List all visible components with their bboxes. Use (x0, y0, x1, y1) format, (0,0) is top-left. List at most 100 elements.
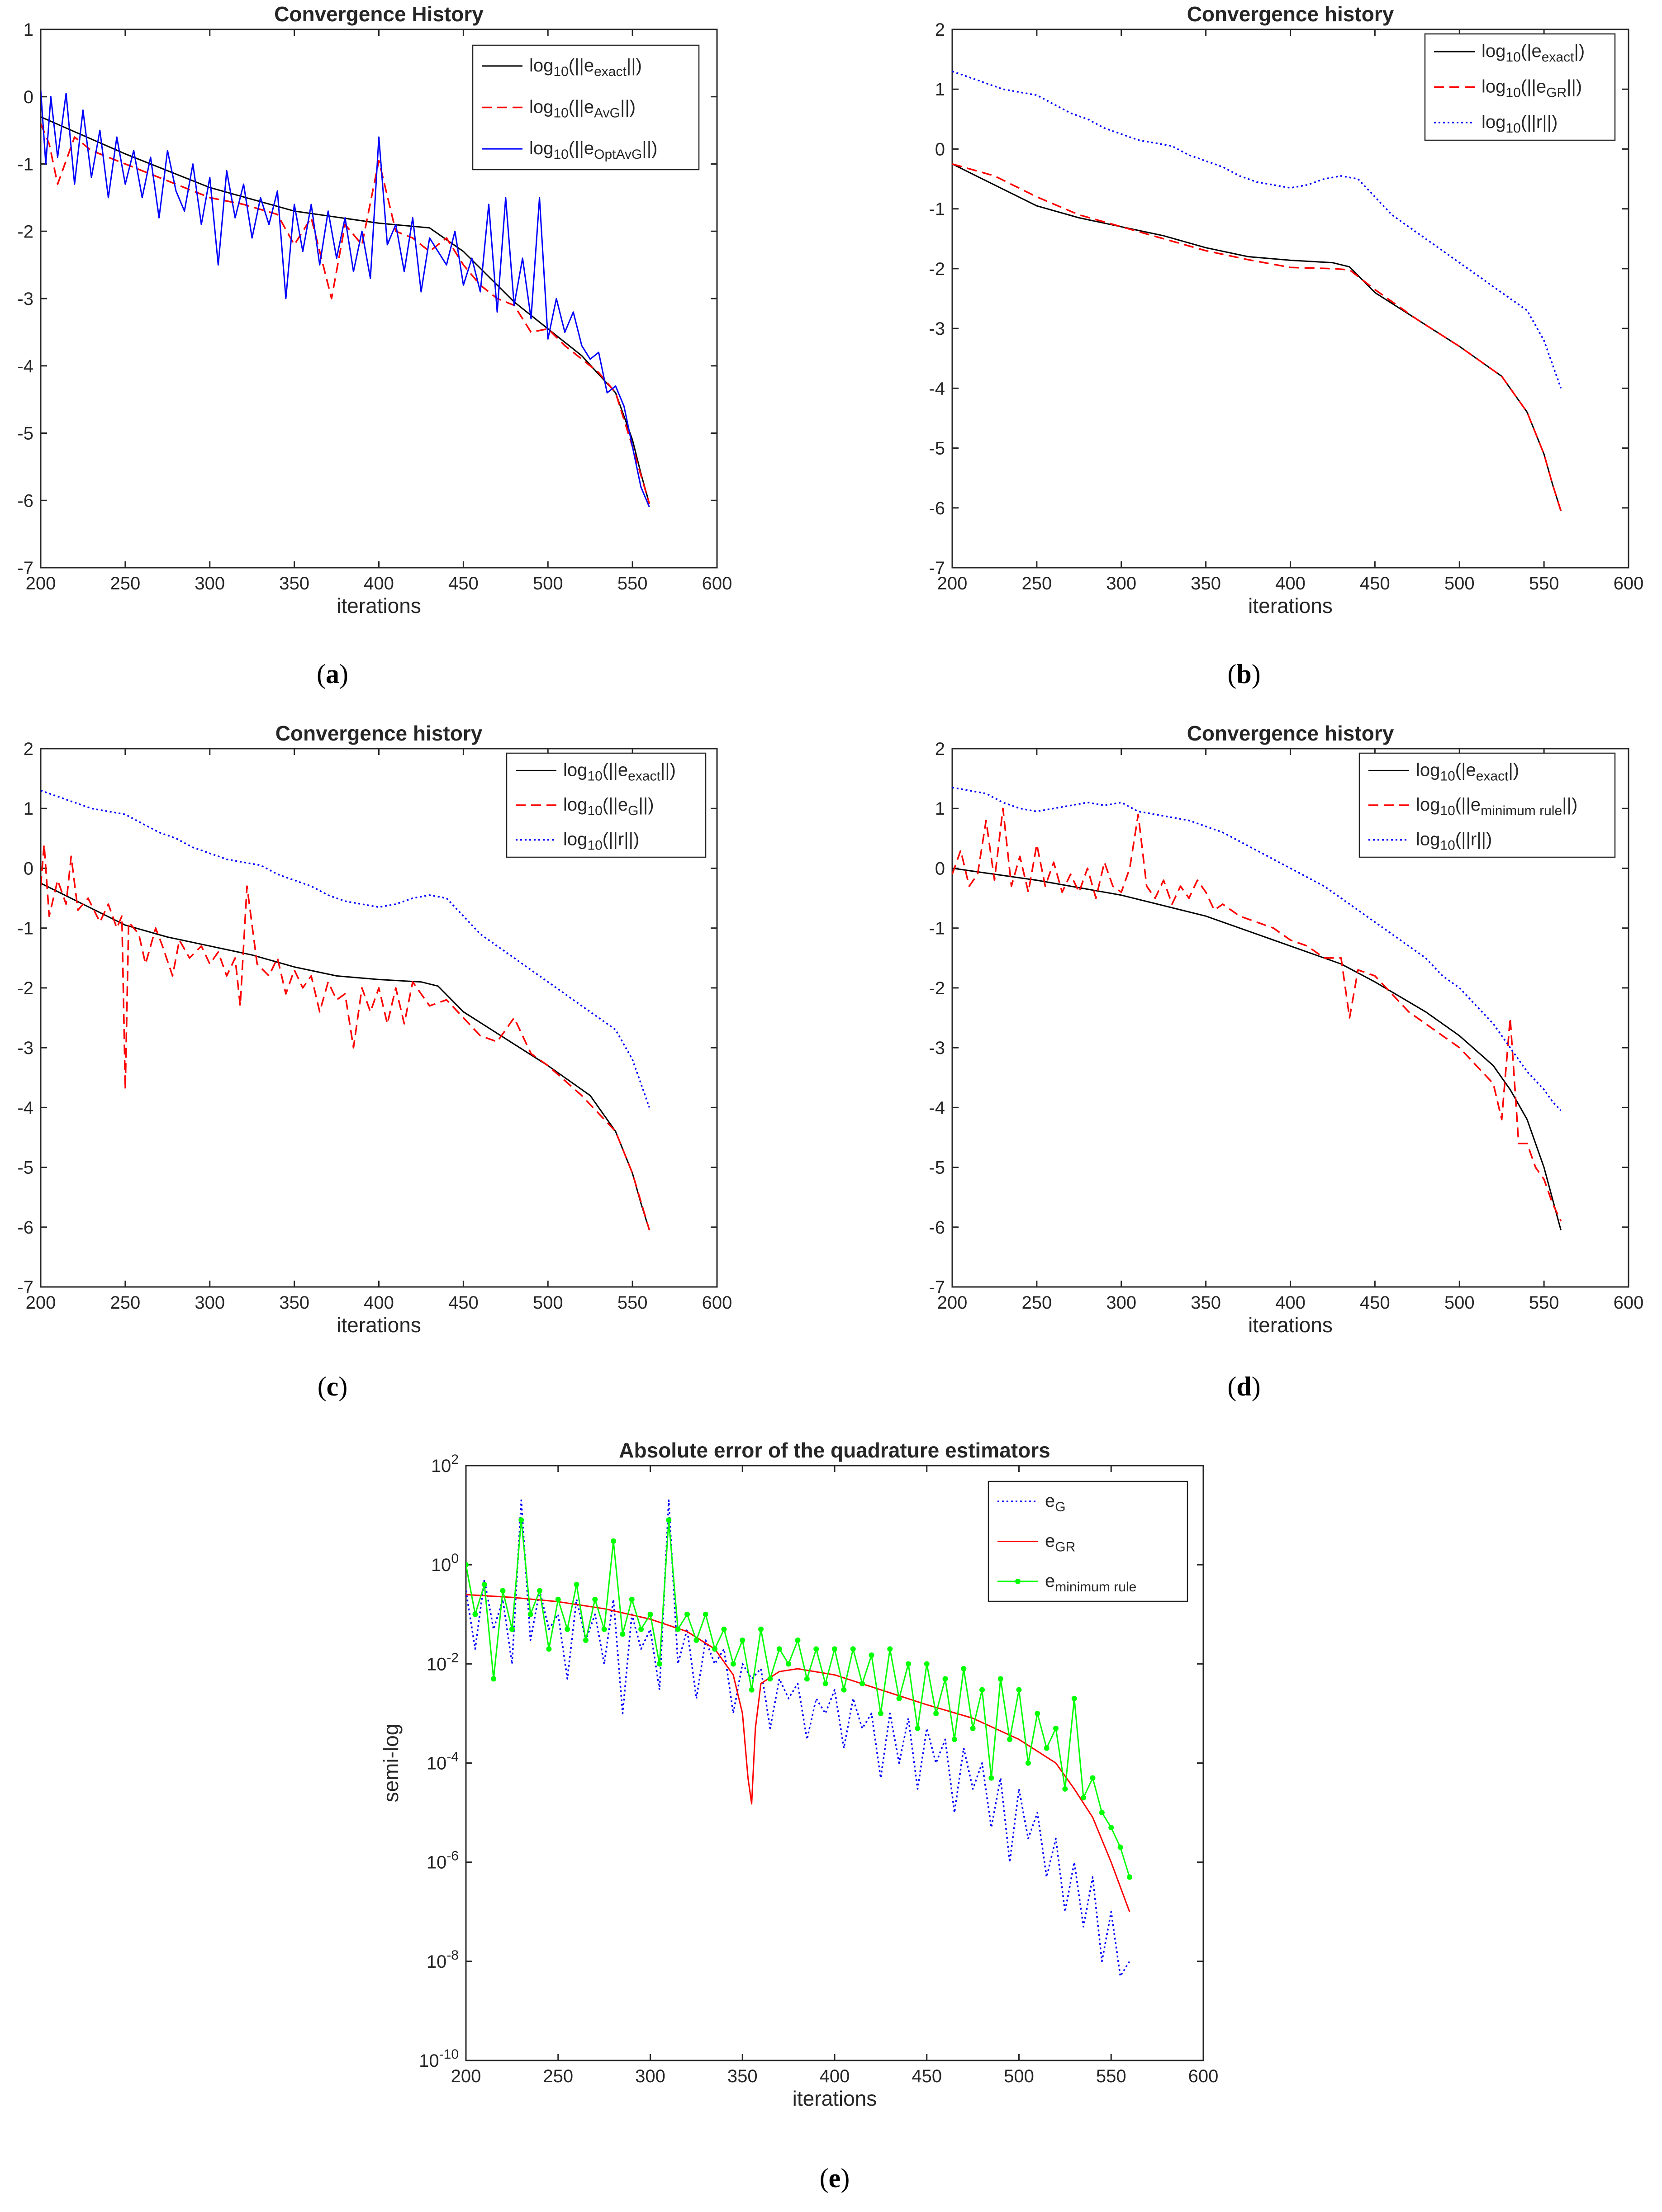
x-tick-label: 450 (1360, 1293, 1390, 1313)
series-point (1071, 1695, 1077, 1701)
panel-caption: (d) (1227, 1372, 1260, 1401)
series-line-0 (41, 883, 650, 1230)
x-tick-label: 300 (1106, 1293, 1136, 1313)
series-point (620, 1631, 626, 1637)
x-axis-label: iterations (1248, 594, 1333, 617)
series-point (906, 1661, 911, 1667)
series-point (527, 1611, 533, 1617)
series-point (583, 1638, 589, 1643)
panel-caption: (b) (1227, 659, 1260, 689)
series-point (896, 1695, 902, 1701)
y-tick-label: -5 (17, 1158, 33, 1178)
x-axis-label: iterations (1248, 1313, 1333, 1337)
x-tick-label: 250 (1022, 1293, 1052, 1313)
x-tick-label: 400 (1275, 574, 1306, 593)
y-tick-label: -3 (929, 319, 945, 339)
series-point (491, 1676, 497, 1682)
series-point (611, 1538, 616, 1544)
x-tick-label: 500 (1004, 2066, 1034, 2086)
x-tick-label: 600 (1188, 2066, 1219, 2086)
series-point (961, 1666, 967, 1671)
y-tick-label: 1 (935, 80, 945, 100)
y-tick-label: -7 (929, 558, 945, 578)
y-tick-label: 10-2 (427, 1650, 459, 1674)
series-point (518, 1517, 524, 1523)
series-group (41, 789, 651, 1230)
y-tick-label: -2 (929, 259, 945, 279)
legend-label: eG (1045, 1491, 1066, 1514)
series-point (555, 1596, 561, 1602)
y-tick-label: -5 (17, 424, 33, 444)
x-axis-label: iterations (793, 2087, 877, 2110)
series-point (466, 1562, 469, 1568)
series-point (684, 1611, 690, 1617)
series-point (915, 1725, 921, 1731)
y-tick-label: -2 (17, 222, 33, 242)
series-point (1016, 1687, 1022, 1693)
y-tick-label: -6 (929, 1218, 945, 1238)
series-point (813, 1646, 819, 1652)
legend: log10(||eexact||) log10(||eG||) log10(||r|… (506, 752, 707, 858)
y-tick-label: -4 (17, 1098, 33, 1118)
x-tick-label: 200 (937, 1293, 968, 1313)
series-point (1117, 1844, 1123, 1850)
series-point (1062, 1786, 1068, 1792)
series-point (500, 1588, 506, 1594)
legend: log10(|eexact|) log10(||eGR||) log10(||r||… (1424, 33, 1616, 141)
series-point (758, 1626, 764, 1632)
legend-label: log10(||eAvG||) (529, 97, 636, 121)
y-tick-label: -6 (929, 498, 945, 518)
x-tick-label: 350 (279, 574, 309, 593)
y-tick-label: 102 (431, 1452, 459, 1476)
y-tick-label: 10-4 (427, 1750, 459, 1774)
series-point (675, 1626, 681, 1632)
x-tick-label: 300 (195, 574, 225, 593)
legend-label: log10(|eexact|) (1416, 760, 1519, 783)
series-point (1053, 1725, 1059, 1731)
series-point (740, 1638, 746, 1643)
x-tick-label: 250 (110, 1293, 141, 1313)
series-point (1108, 1825, 1114, 1831)
y-tick-label: -3 (929, 1038, 945, 1058)
y-tick-label: 0 (24, 87, 33, 107)
y-tick-label: -4 (929, 379, 945, 399)
y-tick-label: 1 (935, 799, 945, 819)
series-point (951, 1737, 957, 1742)
x-tick-label: 350 (1191, 1293, 1221, 1313)
series-point (703, 1611, 708, 1617)
x-tick-label: 600 (702, 574, 732, 593)
panel-a: 200 250 300 350 400 450 500 550 600 1 0 -1 -2 -3 -4 -5 -… (17, 2, 732, 689)
x-tick-label: 300 (195, 1293, 225, 1313)
y-tick-label: -6 (17, 1218, 33, 1238)
legend-label: log10(|eexact|) (1482, 41, 1585, 65)
y-tick-label: 0 (935, 139, 945, 159)
panel-caption: (c) (318, 1372, 348, 1401)
y-tick-label: -6 (17, 491, 33, 511)
series-line-0 (466, 1499, 1130, 1977)
series-point (869, 1652, 874, 1658)
series-point (592, 1596, 598, 1602)
x-tick-label: 200 (26, 574, 56, 593)
y-tick-label: 10-6 (427, 1849, 459, 1873)
panel-caption: (e) (820, 2163, 850, 2193)
series-point (776, 1646, 782, 1652)
series-point (1044, 1745, 1049, 1751)
series-point (693, 1638, 699, 1643)
x-tick-label: 450 (1360, 574, 1390, 593)
y-tick-label: 0 (935, 859, 945, 878)
series-point (721, 1626, 727, 1632)
x-tick-label: 550 (1096, 2066, 1126, 2086)
panel-c: 200 250 300 350 400 450 500 550 600 2 1 0 -1 -2 -3 -4 -5… (17, 722, 732, 1401)
y-tick-label: 1 (24, 20, 33, 40)
series-point (638, 1626, 644, 1632)
series-point (481, 1581, 487, 1587)
y-tick-label: -2 (929, 978, 945, 998)
chart-title: Convergence History (274, 2, 484, 26)
legend-label: log10(||eexact||) (563, 760, 676, 783)
x-tick-label: 400 (820, 2066, 850, 2086)
x-tick-label: 200 (451, 2066, 481, 2086)
x-tick-label: 550 (617, 574, 648, 593)
series-point (629, 1596, 635, 1602)
y-tick-label: 2 (935, 20, 945, 40)
y-tick-label: -1 (17, 919, 33, 939)
